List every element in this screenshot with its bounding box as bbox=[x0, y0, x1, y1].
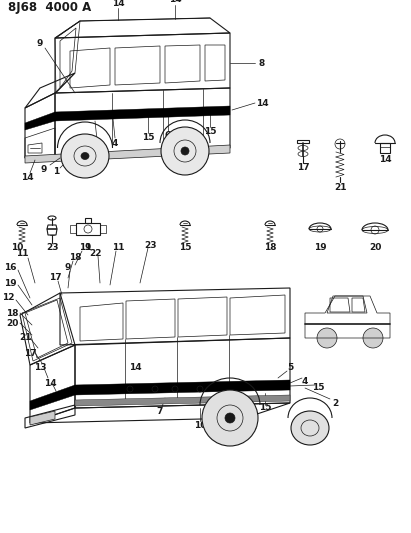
Polygon shape bbox=[55, 106, 230, 121]
Ellipse shape bbox=[81, 152, 89, 159]
Text: 17: 17 bbox=[48, 273, 61, 282]
Polygon shape bbox=[25, 112, 55, 130]
Text: 1: 1 bbox=[53, 167, 59, 176]
Text: 14: 14 bbox=[21, 174, 33, 182]
Text: 14: 14 bbox=[44, 378, 56, 387]
Text: 22: 22 bbox=[89, 248, 101, 257]
Text: 14: 14 bbox=[112, 0, 124, 7]
Polygon shape bbox=[30, 385, 75, 410]
Text: 5: 5 bbox=[287, 364, 293, 373]
Text: 14: 14 bbox=[244, 423, 256, 432]
Text: 3: 3 bbox=[94, 141, 100, 149]
Text: 11: 11 bbox=[79, 244, 91, 253]
Text: 14: 14 bbox=[129, 364, 141, 373]
Polygon shape bbox=[30, 411, 55, 425]
Text: 20: 20 bbox=[369, 243, 381, 252]
Text: 7: 7 bbox=[157, 407, 163, 416]
Circle shape bbox=[363, 328, 383, 348]
Text: 14: 14 bbox=[379, 155, 391, 164]
Text: 21: 21 bbox=[19, 334, 31, 343]
Text: 9: 9 bbox=[41, 165, 47, 174]
Text: 16: 16 bbox=[4, 263, 16, 272]
Text: 9: 9 bbox=[37, 38, 43, 47]
Text: 23: 23 bbox=[144, 240, 156, 249]
Polygon shape bbox=[75, 380, 290, 395]
Text: 15: 15 bbox=[179, 243, 191, 252]
Text: 14: 14 bbox=[169, 0, 181, 4]
Text: 19: 19 bbox=[314, 243, 326, 252]
Text: 13: 13 bbox=[34, 364, 46, 373]
Ellipse shape bbox=[291, 411, 329, 445]
Text: 23: 23 bbox=[46, 243, 58, 252]
Text: 15: 15 bbox=[312, 384, 324, 392]
Text: 18: 18 bbox=[264, 243, 276, 252]
Circle shape bbox=[181, 147, 189, 155]
Text: 15: 15 bbox=[142, 133, 154, 142]
Text: 11: 11 bbox=[16, 248, 28, 257]
Circle shape bbox=[161, 127, 209, 175]
Text: 10: 10 bbox=[11, 243, 23, 252]
Text: 17: 17 bbox=[297, 164, 309, 173]
Text: 20: 20 bbox=[6, 319, 18, 327]
Text: 4: 4 bbox=[112, 139, 118, 148]
Text: 18: 18 bbox=[6, 309, 18, 318]
Text: 17: 17 bbox=[24, 349, 36, 358]
Text: 14: 14 bbox=[256, 99, 268, 108]
Circle shape bbox=[225, 413, 235, 423]
Circle shape bbox=[202, 390, 258, 446]
Text: 21: 21 bbox=[334, 182, 346, 191]
Ellipse shape bbox=[61, 134, 109, 178]
Text: 10: 10 bbox=[194, 421, 206, 430]
Circle shape bbox=[317, 328, 337, 348]
Text: 9: 9 bbox=[65, 263, 71, 272]
Text: 15: 15 bbox=[204, 127, 216, 136]
Text: 6: 6 bbox=[165, 132, 171, 141]
Text: 4: 4 bbox=[302, 376, 308, 385]
Text: 12: 12 bbox=[2, 294, 14, 303]
Polygon shape bbox=[25, 145, 230, 163]
Polygon shape bbox=[75, 395, 290, 406]
Text: 2: 2 bbox=[332, 399, 338, 408]
Text: 8J68  4000 A: 8J68 4000 A bbox=[8, 1, 91, 13]
Text: 18: 18 bbox=[69, 254, 81, 262]
Text: 19: 19 bbox=[4, 279, 16, 287]
Text: 9: 9 bbox=[85, 243, 91, 252]
Text: 8: 8 bbox=[259, 59, 265, 68]
Text: 15: 15 bbox=[259, 403, 271, 413]
Text: 11: 11 bbox=[112, 244, 124, 253]
